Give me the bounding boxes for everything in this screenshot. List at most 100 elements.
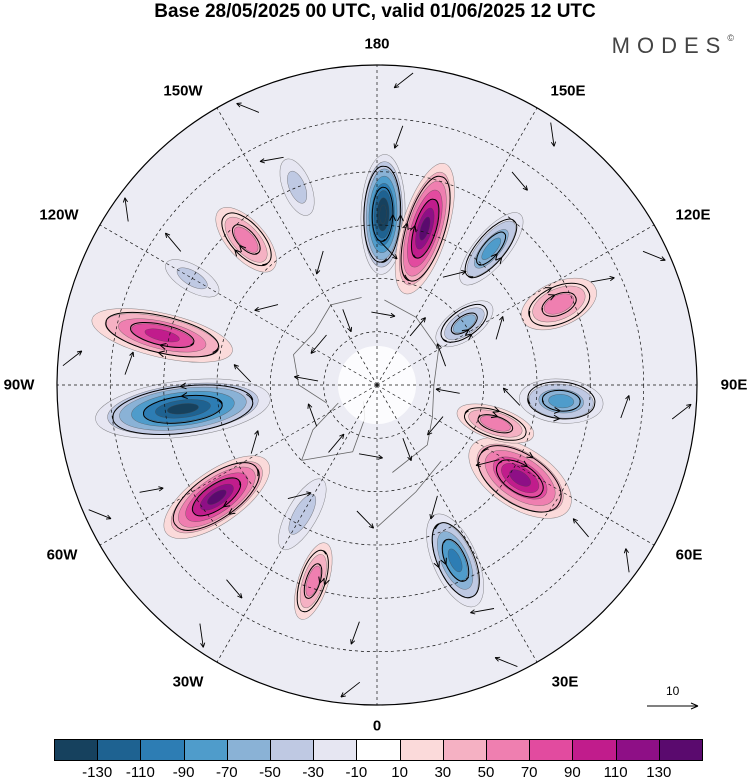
meridian-line (216, 384, 378, 663)
meridian-line (376, 384, 538, 663)
wind-arrow-icon (340, 681, 361, 698)
wind-arrow-icon (572, 518, 589, 538)
colorbar-tick-label: 130 (646, 764, 672, 781)
anomaly-high-140w (215, 207, 277, 273)
wind-arrow-icon (236, 102, 260, 113)
colorbar-tick-label: 10 (391, 764, 408, 781)
anomaly-low-140e-streamlines (464, 218, 518, 279)
wind-arrow-icon (393, 72, 414, 89)
colorbar-swatch (658, 739, 703, 761)
colorbar-swatch (97, 739, 142, 761)
anomaly-high-165e (394, 162, 455, 295)
wind-arrow-icon (442, 269, 467, 278)
colorbar-swatch (572, 739, 617, 761)
wind-arrow-icon (590, 275, 615, 283)
vector-scale: 10 (646, 684, 702, 714)
anomaly-high-105w-streamlines (105, 311, 220, 358)
colorbar-swatch (615, 739, 660, 761)
colorbar-tick-label: -110 (125, 764, 155, 781)
wind-arrow-icon (139, 486, 164, 493)
wind-arrow-icon (511, 171, 528, 191)
meridian-line (216, 107, 378, 386)
wind-arrow-icon (233, 364, 252, 383)
anomaly-low-125e (435, 300, 494, 348)
wind-arrow-icon (550, 122, 557, 147)
anomaly-low-90e (519, 378, 604, 424)
wind-arrow-icon (164, 232, 182, 252)
latitude-circle (269, 277, 485, 493)
lon-label-30w: 30W (172, 673, 204, 691)
wind-arrow-icon (254, 304, 279, 312)
vector-scale-label: 10 (666, 684, 680, 698)
map-title: Base 28/05/2025 00 UTC, valid 01/06/2025… (154, 1, 596, 22)
anomaly-layer (91, 154, 604, 620)
anomaly-low-85w (95, 378, 271, 439)
brand-mark: © (727, 33, 734, 43)
colorbar-swatch (486, 739, 531, 761)
anomaly-high-140w-streamlines (221, 212, 272, 267)
wind-arrow-icon (62, 350, 83, 367)
colorbar-swatch (54, 739, 99, 761)
meridian-line (376, 384, 655, 546)
anomaly-low-25e-streamlines (431, 522, 480, 599)
wind-arrow-icon (122, 197, 129, 222)
meridian-line (376, 224, 655, 386)
streamline-layer (62, 72, 692, 698)
brand-logo: MODES© (612, 33, 734, 59)
lon-label-120e: 120E (675, 206, 711, 224)
colorbar-swatch (140, 739, 185, 761)
lon-label-90w: 90W (3, 376, 35, 394)
anomaly-high-60e-streamlines (477, 445, 562, 513)
wind-arrow-icon (124, 351, 135, 375)
anomaly-low-90e-streamlines (527, 381, 596, 422)
anomaly-low-85w-streamlines (112, 382, 254, 436)
lon-label-0: 0 (372, 717, 382, 735)
wind-arrow-icon (294, 374, 319, 382)
wind-arrow-icon (250, 430, 260, 454)
anomaly-high-165e-streamlines (400, 175, 451, 282)
colorbar-tick-label: -10 (345, 764, 368, 781)
wind-arrow-icon (380, 241, 398, 260)
wind-arrow-icon (475, 459, 500, 467)
colorbar-tick-label: -50 (259, 764, 281, 781)
colorbar-swatch (442, 739, 487, 761)
colorbar-swatch (356, 739, 401, 761)
anomaly-low-180-streamlines (363, 165, 404, 263)
anomaly-low-140e (459, 212, 524, 286)
wind-arrow-icon (307, 403, 318, 427)
wind-arrow-icon (470, 608, 495, 615)
wind-arrow-icon (402, 438, 413, 462)
anomaly-high-55w (163, 455, 270, 539)
coastline-1 (293, 297, 362, 404)
wind-arrow-icon (356, 510, 375, 529)
wind-arrow-icon (315, 250, 324, 275)
wind-arrow-icon (88, 509, 112, 520)
colorbar-swatch (226, 739, 271, 761)
colorbar (54, 739, 703, 761)
coastline-3 (376, 461, 442, 528)
colorbar-ticks: -130 -110 -90 -70 -50 -30 -10 10 30 50 70 90 110 130 (54, 764, 702, 782)
lon-label-150w: 150W (163, 82, 203, 100)
colorbar-tick-label: 110 (603, 764, 628, 781)
wind-arrow-icon (429, 495, 438, 520)
meridian-line (376, 107, 538, 386)
lon-label-30e: 30E (551, 673, 579, 691)
wind-arrow-icon (310, 334, 327, 354)
anomaly-high-55w-streamlines (172, 462, 260, 531)
lon-label-60e: 60E (675, 546, 703, 564)
wind-arrow-icon (342, 309, 353, 333)
wind-arrow-icon (642, 250, 666, 262)
colorbar-swatch (313, 739, 358, 761)
wind-arrow-icon (435, 387, 460, 394)
wind-arrow-icon (328, 433, 345, 453)
wind-arrow-icon (350, 621, 360, 645)
anomaly-high-70e-tail-streamlines (464, 406, 527, 441)
wind-arrow-icon (287, 491, 312, 500)
lon-label-150e: 150E (550, 82, 586, 100)
latitude-circle (216, 224, 538, 546)
colorbar-swatch (399, 739, 444, 761)
wind-arrow-icon (436, 343, 447, 367)
wind-arrow-icon (393, 125, 404, 149)
lon-label-60w: 60W (46, 546, 78, 564)
